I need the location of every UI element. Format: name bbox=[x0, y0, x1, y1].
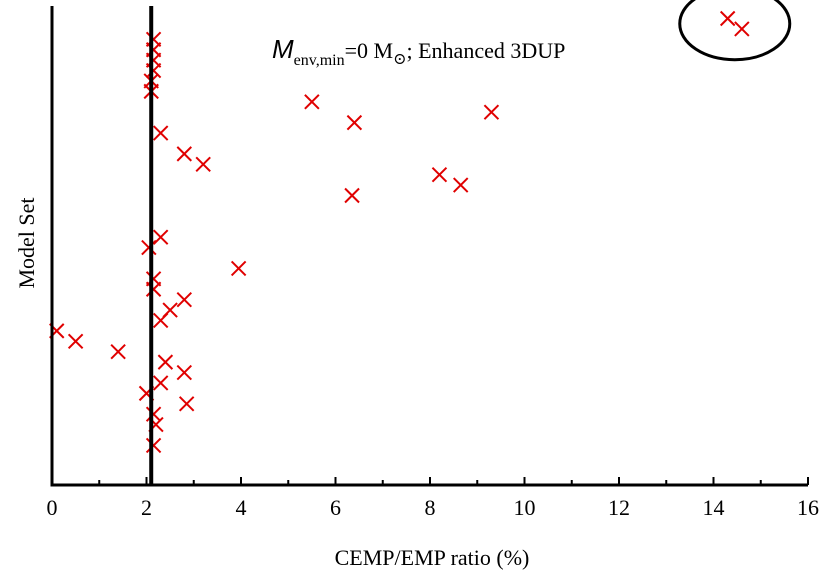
data-point bbox=[145, 437, 162, 454]
x-axis-label: CEMP/EMP ratio (%) bbox=[335, 545, 530, 570]
highlight-circle bbox=[678, 0, 792, 62]
annotation-rest: ; Enhanced 3DUP bbox=[407, 38, 566, 63]
data-point bbox=[67, 333, 84, 350]
data-point bbox=[145, 62, 162, 79]
data-point bbox=[344, 187, 360, 204]
data-point bbox=[431, 166, 448, 183]
data-point bbox=[719, 10, 736, 27]
data-point bbox=[152, 375, 169, 391]
annotation-equals: =0 M bbox=[345, 38, 393, 63]
x-tick-label: 16 bbox=[797, 495, 819, 520]
annotation-text: Menv,min=0 M⊙; Enhanced 3DUP bbox=[272, 34, 565, 69]
x-tick-label: 12 bbox=[608, 495, 630, 520]
x-tick-label: 10 bbox=[514, 495, 536, 520]
x-axis-ticks bbox=[51, 477, 809, 485]
data-point bbox=[176, 364, 193, 381]
data-point bbox=[304, 94, 320, 110]
annotation-symbol: M bbox=[272, 34, 294, 64]
data-point bbox=[195, 156, 211, 172]
data-point bbox=[734, 21, 750, 37]
annotation-subscript: env,min bbox=[294, 52, 345, 69]
data-point bbox=[176, 146, 193, 162]
x-tick-label: 8 bbox=[425, 495, 436, 520]
y-axis-label: Model Set bbox=[14, 197, 39, 288]
data-point bbox=[176, 291, 193, 308]
data-point bbox=[145, 406, 162, 422]
x-tick-label: 2 bbox=[141, 495, 152, 520]
data-point bbox=[453, 177, 469, 193]
data-point bbox=[152, 312, 169, 329]
x-tick-label: 6 bbox=[330, 495, 341, 520]
data-point bbox=[346, 114, 363, 131]
x-tick-label: 0 bbox=[47, 495, 58, 520]
data-point bbox=[157, 354, 174, 370]
data-point bbox=[178, 396, 195, 412]
data-point bbox=[230, 260, 247, 277]
data-point bbox=[483, 104, 500, 120]
data-point bbox=[152, 125, 169, 141]
x-tick-label: 4 bbox=[236, 495, 247, 520]
x-tick-labels: 0 2 4 6 8 10 12 14 16 bbox=[47, 495, 820, 520]
data-point bbox=[145, 281, 162, 297]
annotation-sun-symbol: ⊙ bbox=[393, 51, 406, 68]
data-point bbox=[141, 239, 157, 256]
data-points bbox=[49, 10, 750, 454]
x-tick-label: 14 bbox=[703, 495, 725, 520]
data-point bbox=[110, 344, 126, 360]
